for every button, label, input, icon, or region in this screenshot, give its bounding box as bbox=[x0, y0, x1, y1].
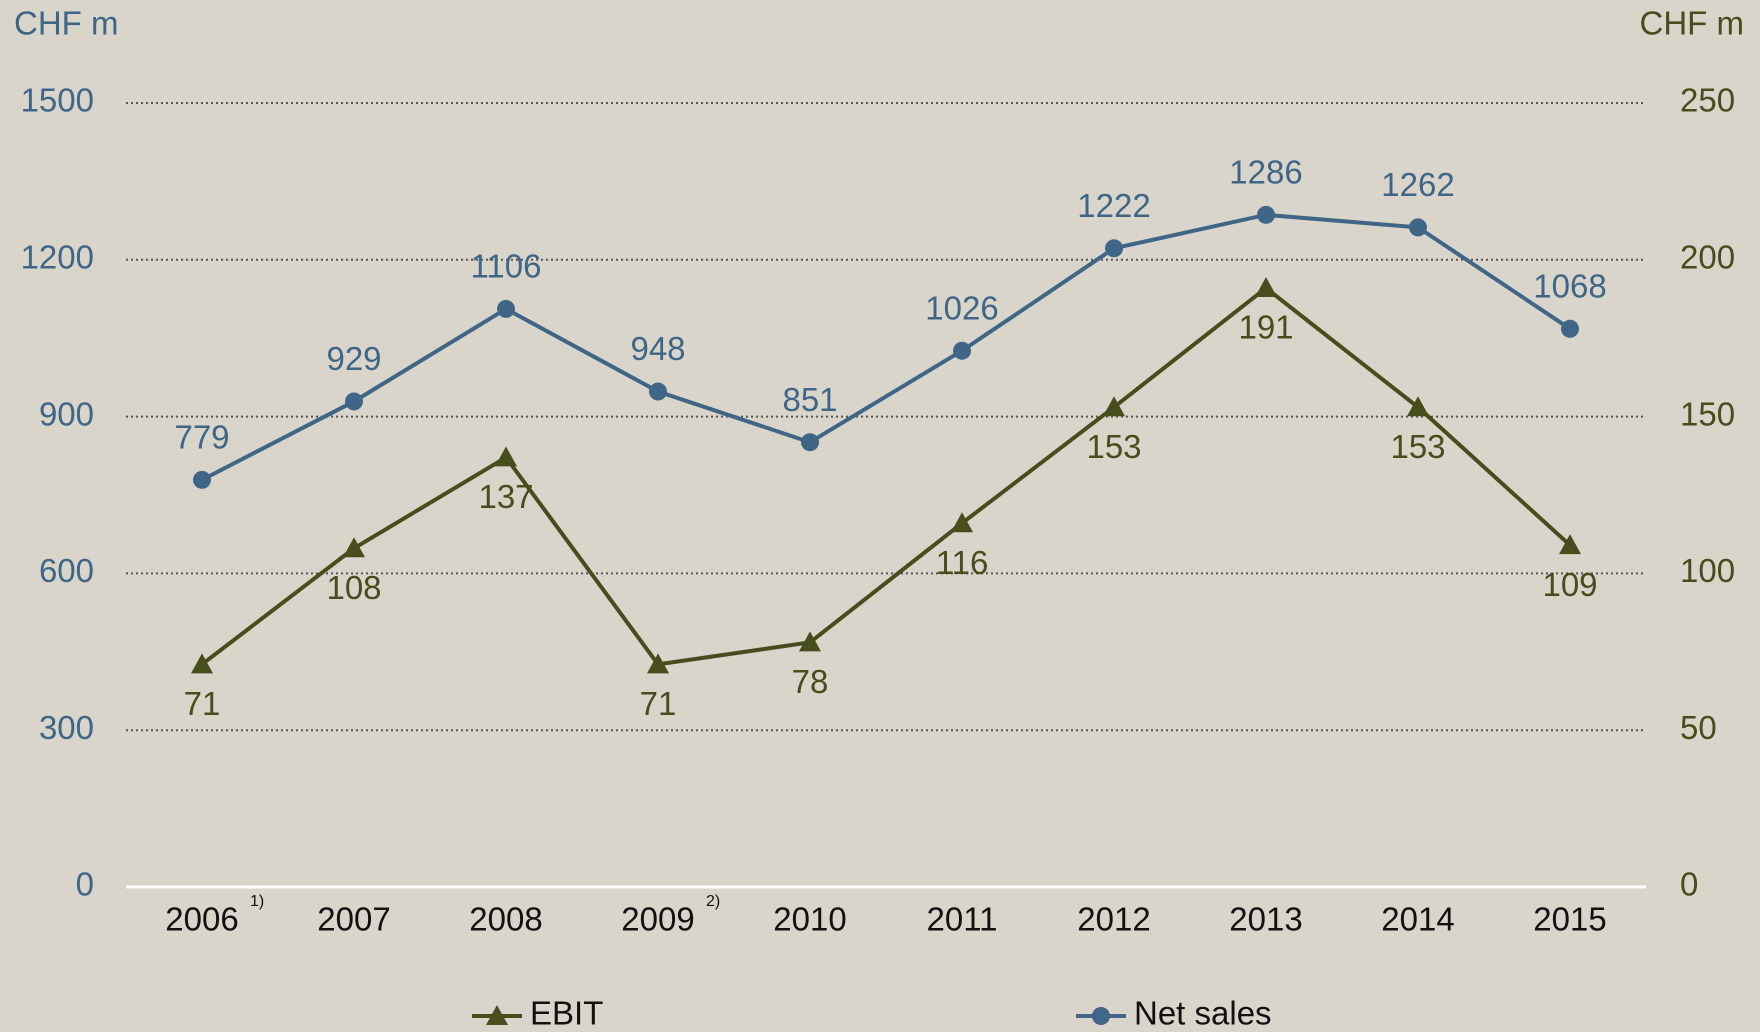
x-tick-label: 2012 bbox=[1077, 901, 1150, 938]
data-point bbox=[1559, 534, 1581, 555]
data-point bbox=[343, 537, 365, 558]
y2-tick-label: 50 bbox=[1680, 709, 1717, 746]
data-point bbox=[193, 470, 211, 489]
data-point bbox=[1255, 277, 1277, 298]
data-point bbox=[1257, 205, 1275, 224]
data-label: 1068 bbox=[1533, 268, 1606, 305]
data-point bbox=[951, 512, 973, 533]
data-point bbox=[1407, 396, 1429, 417]
data-label: 191 bbox=[1238, 309, 1293, 346]
data-point bbox=[495, 446, 517, 467]
data-label: 929 bbox=[326, 340, 381, 377]
data-label: 108 bbox=[326, 569, 381, 606]
y2-tick-label: 150 bbox=[1680, 395, 1735, 432]
data-label: 137 bbox=[478, 478, 533, 515]
x-tick-label: 2006 bbox=[165, 901, 238, 938]
x-tick-label: 2009 bbox=[621, 901, 694, 938]
data-point bbox=[799, 631, 821, 652]
legend-marker bbox=[486, 1005, 508, 1025]
x-tick-footnote: 2) bbox=[706, 893, 720, 910]
data-label: 851 bbox=[782, 381, 837, 418]
x-tick-label: 2011 bbox=[927, 901, 998, 938]
x-tick-footnote: 1) bbox=[250, 893, 264, 910]
y-tick-label: 900 bbox=[39, 395, 94, 432]
data-label: 153 bbox=[1390, 428, 1445, 465]
data-point bbox=[345, 392, 363, 411]
x-tick-label: 2014 bbox=[1381, 901, 1454, 938]
y2-tick-label: 0 bbox=[1680, 866, 1698, 903]
y2-tick-label: 100 bbox=[1680, 552, 1735, 589]
x-tick-label: 2015 bbox=[1533, 901, 1606, 938]
data-label: 1106 bbox=[471, 248, 542, 285]
x-tick-label: 2010 bbox=[773, 901, 846, 938]
y-tick-label: 300 bbox=[39, 709, 94, 746]
data-label: 1262 bbox=[1381, 166, 1454, 203]
legend-label: EBIT bbox=[530, 995, 603, 1032]
data-point bbox=[649, 382, 667, 401]
x-tick-label: 2008 bbox=[469, 901, 542, 938]
data-point bbox=[647, 653, 669, 674]
data-label: 1222 bbox=[1077, 187, 1150, 224]
data-point bbox=[801, 433, 819, 452]
data-label: 948 bbox=[630, 330, 685, 367]
x-tick-label: 2013 bbox=[1229, 901, 1302, 938]
y-tick-label: 600 bbox=[39, 552, 94, 589]
data-point bbox=[1561, 319, 1579, 338]
series-line bbox=[201, 212, 1572, 482]
y2-axis-label: CHF m bbox=[1640, 5, 1744, 42]
y2-tick-label: 250 bbox=[1680, 82, 1735, 119]
y-tick-label: 1500 bbox=[21, 82, 94, 119]
y-tick-label: 0 bbox=[76, 866, 94, 903]
data-point bbox=[1103, 396, 1125, 417]
legend-label: Net sales bbox=[1134, 995, 1272, 1032]
data-point bbox=[191, 653, 213, 674]
data-label: 1286 bbox=[1229, 154, 1302, 191]
data-label: 71 bbox=[184, 685, 221, 722]
data-label: 116 bbox=[936, 544, 989, 581]
data-point bbox=[953, 341, 971, 360]
data-label: 78 bbox=[792, 663, 829, 700]
series-line bbox=[200, 285, 1572, 667]
y2-tick-label: 200 bbox=[1680, 239, 1735, 276]
x-tick-label: 2007 bbox=[317, 901, 390, 938]
y-axis-label: CHF m bbox=[14, 5, 118, 42]
legend-marker bbox=[1092, 1007, 1110, 1025]
data-label: 1026 bbox=[925, 289, 998, 326]
data-label: 109 bbox=[1542, 566, 1597, 603]
data-label: 153 bbox=[1086, 428, 1141, 465]
data-label: 779 bbox=[174, 419, 229, 456]
data-point bbox=[1409, 218, 1427, 237]
y-tick-label: 1200 bbox=[21, 239, 94, 276]
data-point bbox=[1105, 239, 1123, 258]
data-label: 71 bbox=[640, 685, 677, 722]
data-point bbox=[497, 299, 515, 318]
